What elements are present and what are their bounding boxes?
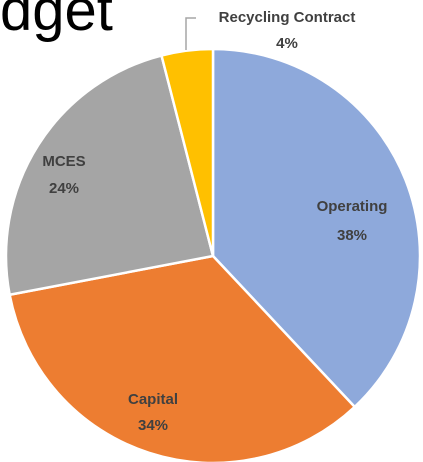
slice-value-mces: 24% bbox=[49, 180, 79, 197]
pie-slice-capital bbox=[8, 254, 357, 462]
pie-slice-operating bbox=[211, 47, 422, 409]
chart-title-fragment: dget bbox=[0, 0, 113, 43]
slice-value-recycling-contract: 4% bbox=[276, 35, 298, 52]
pie-slice-mces bbox=[4, 53, 215, 297]
slice-label-mces: MCES bbox=[42, 153, 85, 170]
slice-label-operating: Operating bbox=[317, 198, 388, 215]
slice-value-operating: 38% bbox=[337, 227, 367, 244]
pie-slice-recycling-contract bbox=[159, 47, 215, 257]
slice-label-capital: Capital bbox=[128, 391, 178, 408]
slice-label-recycling-contract: Recycling Contract bbox=[219, 9, 356, 26]
leader-line-recycling-contract bbox=[185, 17, 196, 50]
slice-value-capital: 34% bbox=[138, 417, 168, 434]
